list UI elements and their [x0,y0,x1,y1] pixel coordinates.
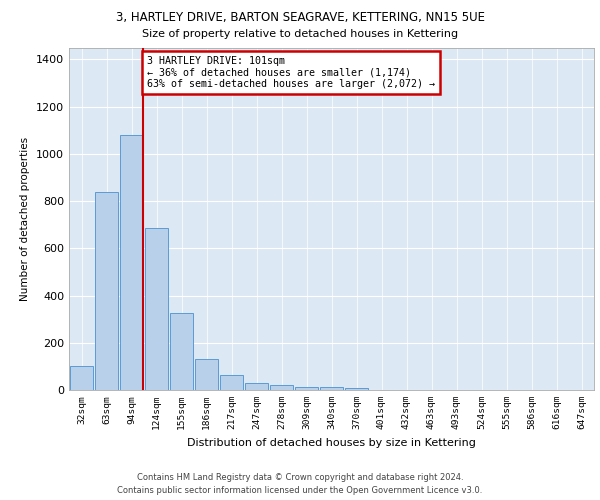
Text: 3, HARTLEY DRIVE, BARTON SEAGRAVE, KETTERING, NN15 5UE: 3, HARTLEY DRIVE, BARTON SEAGRAVE, KETTE… [115,11,485,24]
Bar [170,313,193,390]
Text: Size of property relative to detached houses in Kettering: Size of property relative to detached ho… [142,29,458,39]
Bar [245,384,268,390]
Text: 3 HARTLEY DRIVE: 101sqm
← 36% of detached houses are smaller (1,174)
63% of semi: 3 HARTLEY DRIVE: 101sqm ← 36% of detache… [147,56,435,89]
Bar [119,135,143,390]
Bar [95,192,118,390]
Bar [344,388,368,390]
Bar [320,387,343,390]
Text: Contains HM Land Registry data © Crown copyright and database right 2024.
Contai: Contains HM Land Registry data © Crown c… [118,473,482,495]
Bar [145,228,169,390]
Y-axis label: Number of detached properties: Number of detached properties [20,136,31,301]
Bar [70,366,94,390]
Bar [269,386,293,390]
Bar [220,374,244,390]
Bar [194,360,218,390]
X-axis label: Distribution of detached houses by size in Kettering: Distribution of detached houses by size … [187,438,476,448]
Bar [295,387,319,390]
